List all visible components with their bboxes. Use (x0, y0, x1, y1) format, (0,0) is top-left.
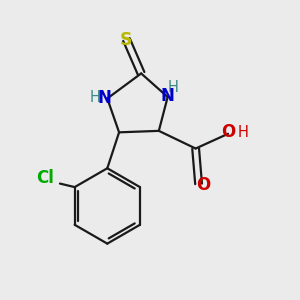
Text: S: S (120, 31, 133, 49)
Text: H: H (89, 90, 100, 105)
Text: N: N (161, 86, 175, 104)
Text: H: H (238, 125, 249, 140)
Text: O: O (196, 176, 210, 194)
Text: O: O (221, 123, 235, 141)
Text: Cl: Cl (36, 169, 54, 187)
Text: H: H (167, 80, 178, 95)
Text: N: N (98, 89, 111, 107)
